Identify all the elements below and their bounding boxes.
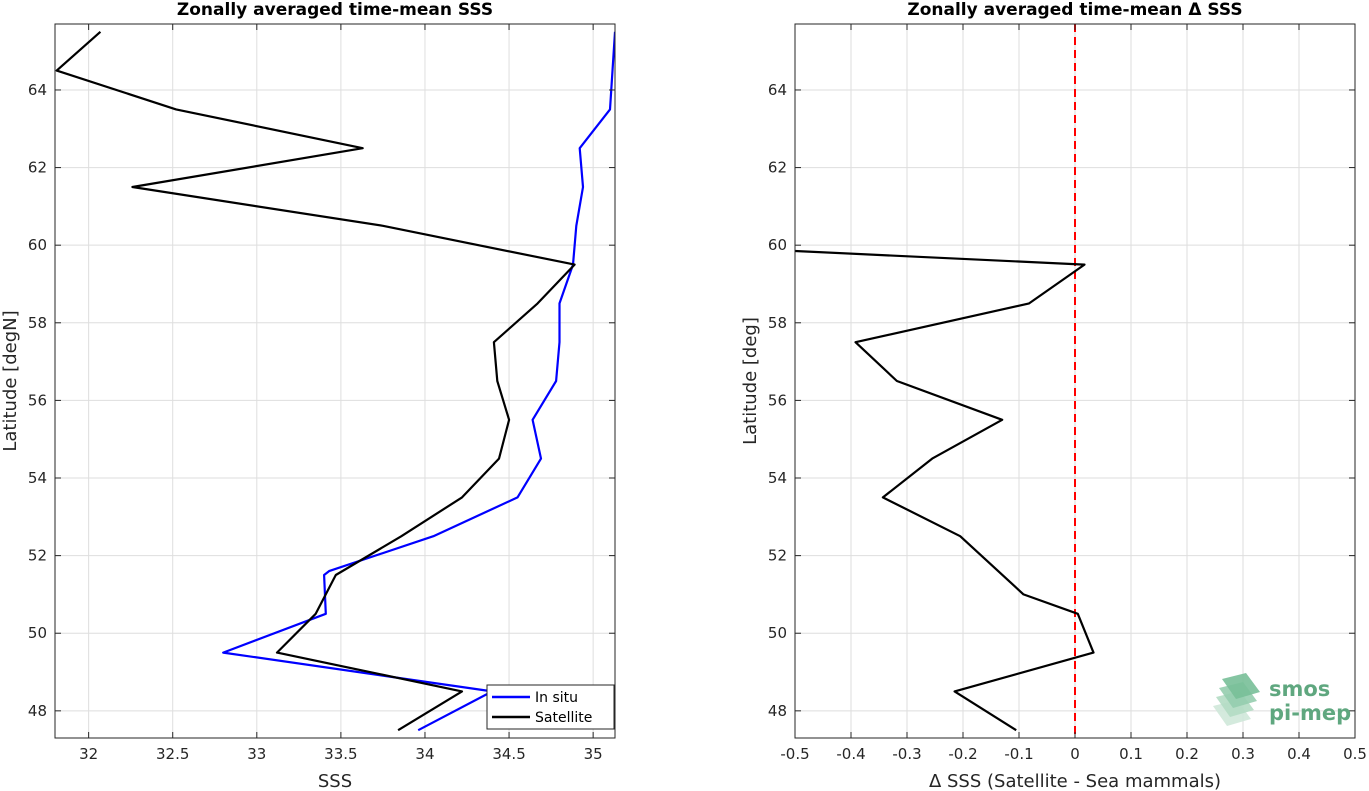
delta-y-axis-label: Latitude [deg] [740,317,761,445]
x-tick-label: 33.5 [324,745,357,763]
sss-series [55,30,615,732]
x-tick-label: -0.4 [836,745,865,763]
x-tick-label: 0.4 [1287,745,1311,763]
y-tick-label: 54 [768,469,787,487]
logo-text-smos: smos [1269,677,1330,701]
y-tick-label: 48 [28,702,47,720]
smos-pi-mep-logo: smos pi-mep [1213,673,1351,726]
x-tick-label: 32 [79,745,98,763]
y-tick-label: 58 [768,314,787,332]
satellite-series-line [55,30,576,732]
sss-grid [55,24,615,738]
sss-x-axis-label: SSS [318,771,352,791]
delta-series [795,249,1095,732]
legend-box [486,684,615,730]
delta-sss-panel: -0.5 -0.4 -0.3 -0.2 -0.1 0 0.1 0.2 0.3 0.4 0.5 48 50… [740,0,1367,791]
sss-ticks: 32 32.5 33 33.5 34 34.5 35 48 50 52 54 56 58 60 62 64 [28,24,615,763]
sss-panel: 32 32.5 33 33.5 34 34.5 35 48 50 52 54 56 58 60 62 64 Z… [0,0,616,791]
delta-chart-title: Zonally averaged time-mean Δ SSS [907,0,1242,20]
x-tick-label: 0.3 [1231,745,1255,763]
logo-stack-icon [1213,673,1260,726]
y-tick-label: 54 [28,469,47,487]
y-tick-label: 52 [768,547,787,565]
delta-x-axis-label: Δ SSS (Satellite - Sea mammals) [929,771,1221,791]
y-tick-label: 60 [28,236,47,254]
delta-series-line [795,249,1095,732]
sss-axes-frame [54,23,616,739]
sss-chart-title: Zonally averaged time-mean SSS [177,0,493,20]
sss-y-axis-label: Latitude [degN] [0,310,21,451]
x-tick-label: -0.5 [780,745,809,763]
y-tick-label: 48 [768,702,787,720]
x-tick-label: 34 [415,745,434,763]
y-tick-label: 60 [768,236,787,254]
y-tick-label: 62 [768,159,787,177]
y-tick-label: 62 [28,159,47,177]
y-tick-label: 50 [28,624,47,642]
x-tick-label: 0.2 [1175,745,1199,763]
x-tick-label: 0.5 [1343,745,1367,763]
x-tick-label: -0.1 [1004,745,1033,763]
y-tick-label: 56 [28,391,47,409]
y-tick-label: 52 [28,547,47,565]
x-tick-label: 34.5 [492,745,525,763]
in-situ-series-line [222,31,615,732]
legend-entry-satellite: Satellite [535,710,592,726]
y-tick-label: 58 [28,314,47,332]
y-tick-label: 64 [28,81,47,99]
x-tick-label: -0.3 [892,745,921,763]
x-tick-label: 33 [247,745,266,763]
x-tick-label: 0.1 [1119,745,1143,763]
y-tick-label: 50 [768,624,787,642]
x-tick-label: 0 [1070,745,1080,763]
y-tick-label: 56 [768,391,787,409]
legend-entry-in-situ: In situ [535,690,578,706]
y-tick-label: 64 [768,81,787,99]
x-tick-label: -0.2 [948,745,977,763]
x-tick-label: 35 [584,745,603,763]
logo-text-pi-mep: pi-mep [1269,701,1351,725]
delta-ticks: -0.5 -0.4 -0.3 -0.2 -0.1 0 0.1 0.2 0.3 0.4 0.5 48 50… [768,24,1367,763]
x-tick-label: 32.5 [156,745,189,763]
sss-legend: In situ Satellite [486,684,615,730]
